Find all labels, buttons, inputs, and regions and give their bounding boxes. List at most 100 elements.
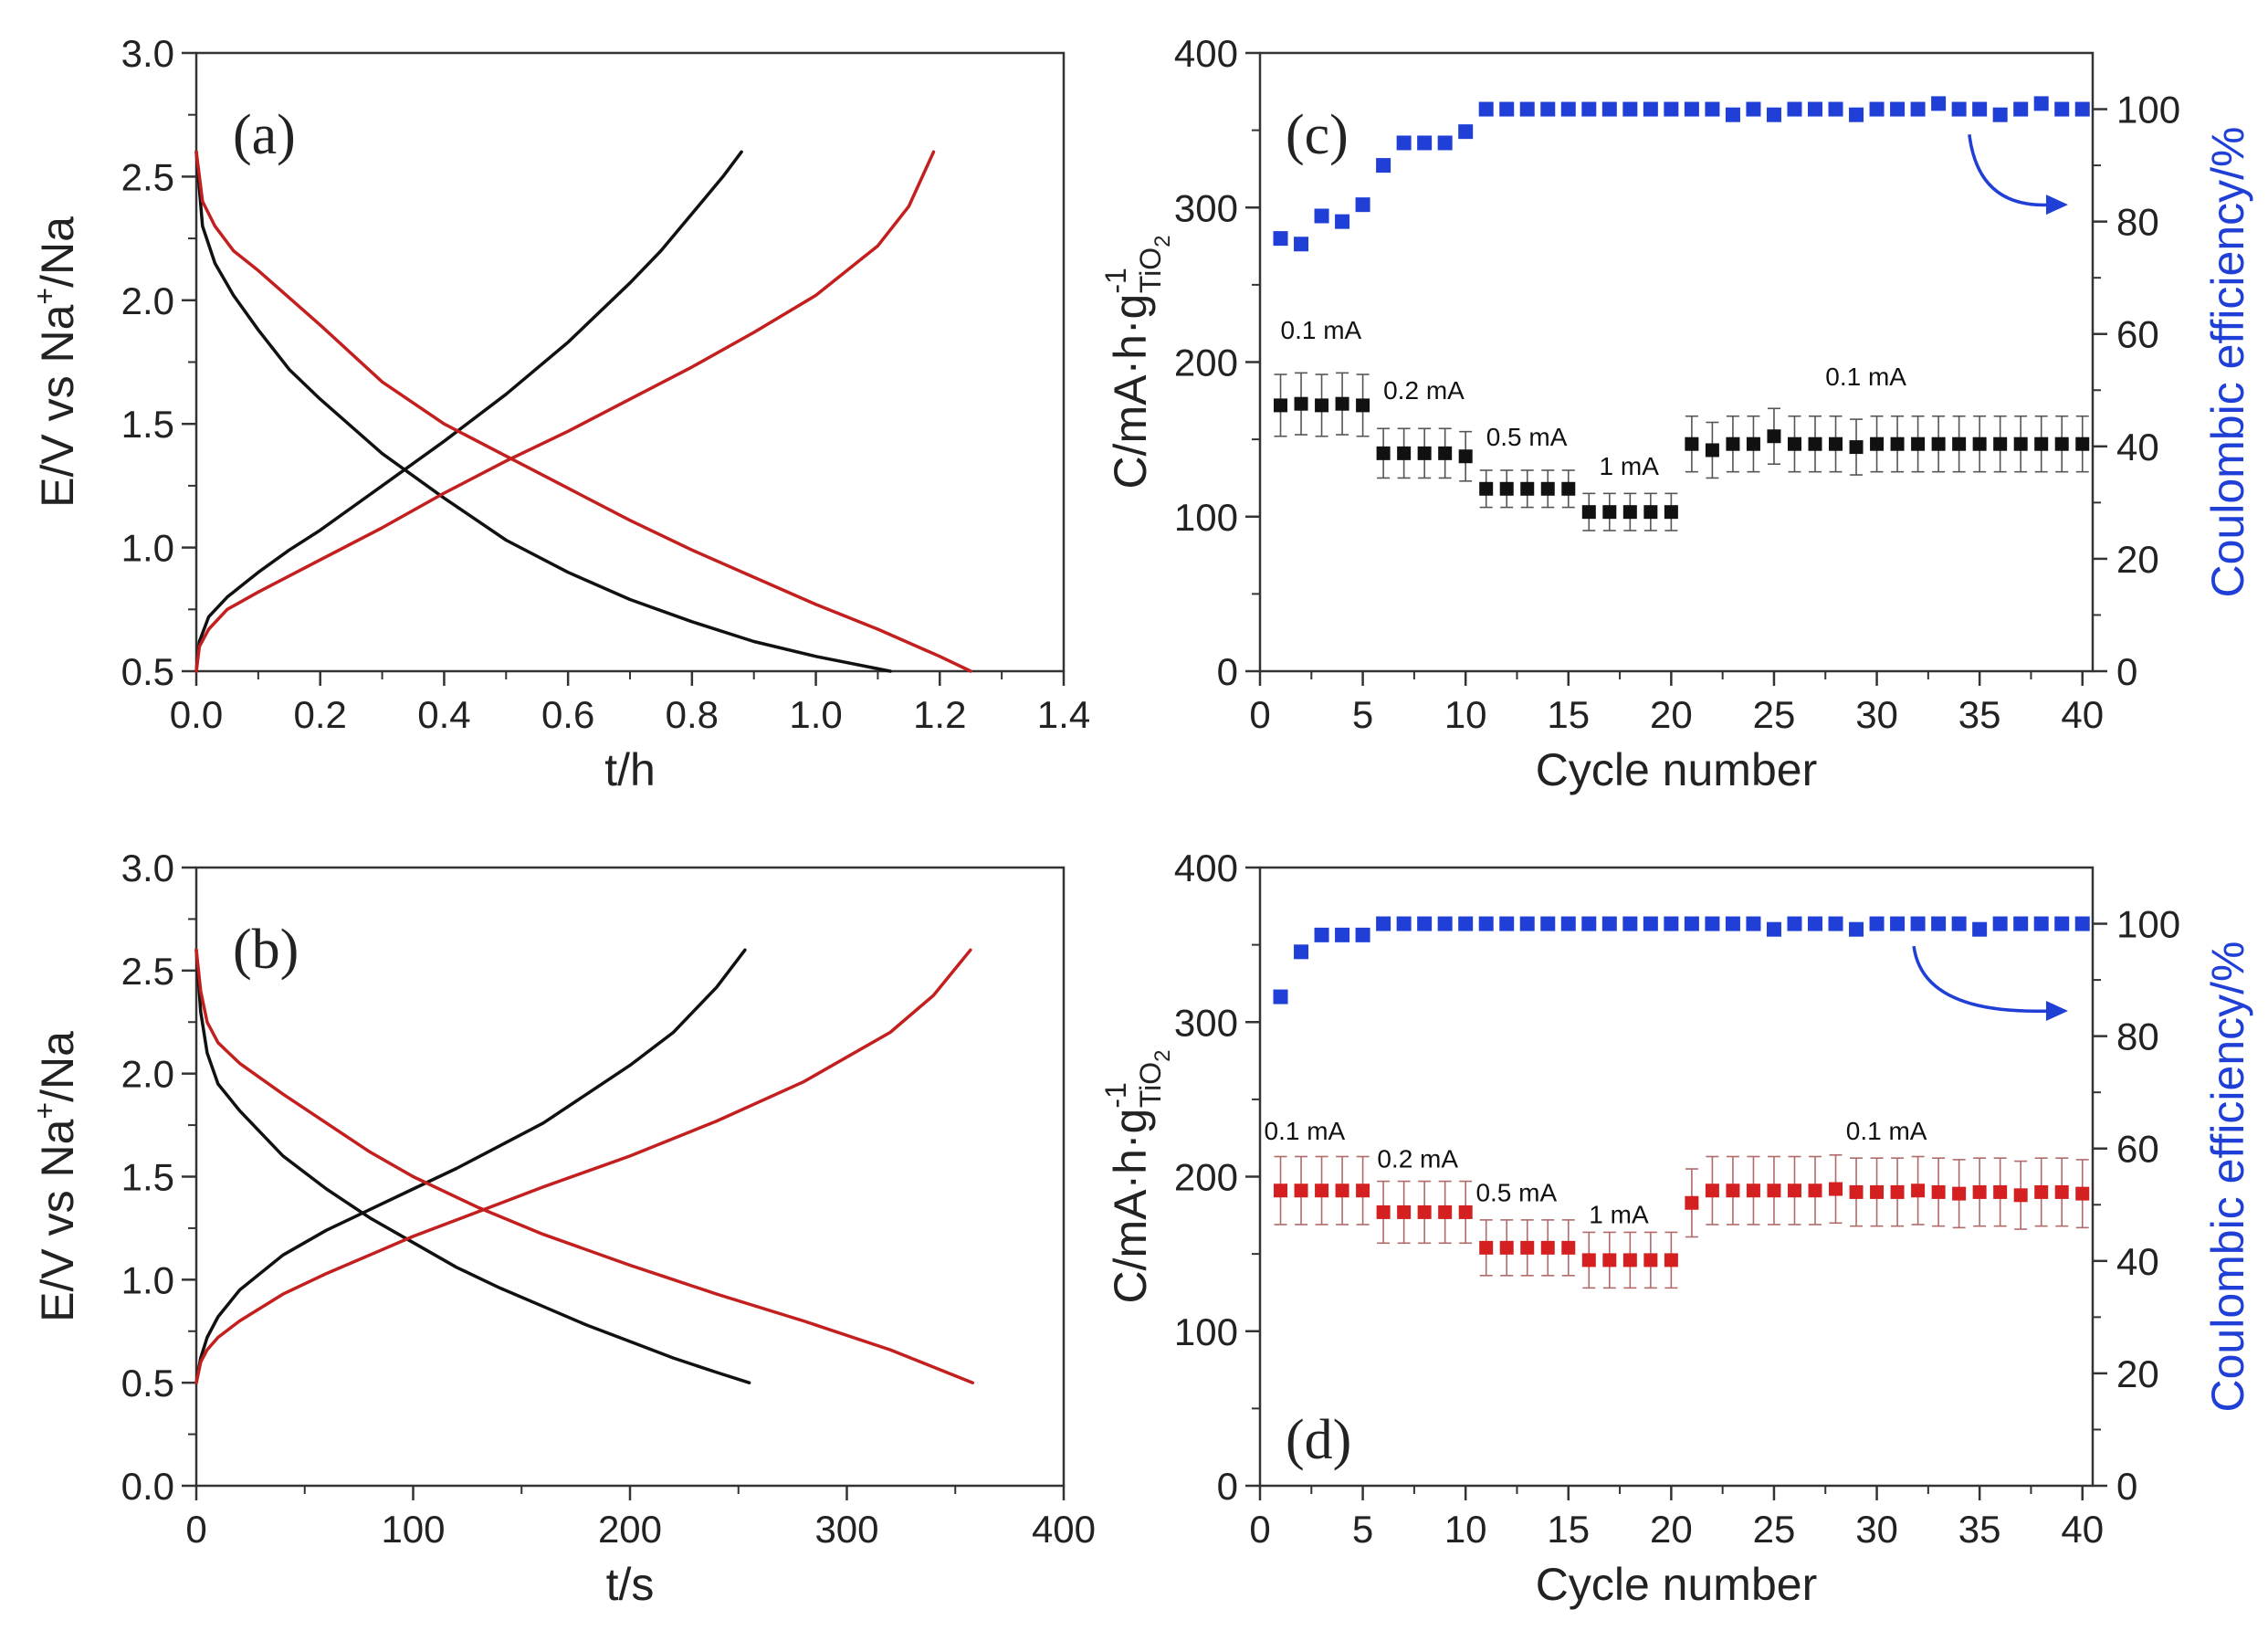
efficiency-point xyxy=(1376,158,1391,174)
efficiency-point xyxy=(1478,101,1494,117)
y2-axis-label: Coulombic efficiency/% xyxy=(2202,941,2253,1413)
y2-tick-label: 60 xyxy=(2116,313,2159,356)
capacity-point xyxy=(1746,437,1760,451)
efficiency-point xyxy=(1849,107,1864,122)
rate-annotation: 0.2 mA xyxy=(1377,1144,1458,1173)
panel-a-chart: 0.0 0.2 0.4 0.6 0.8 1.0 1.2 1.4 0.5 1.0 1.5 2.0 2.5 3… xyxy=(28,32,1090,795)
capacity-point xyxy=(1685,437,1699,451)
plot-frame xyxy=(1258,866,2095,1488)
rate-annotation: 0.1 mA xyxy=(1825,363,1906,391)
efficiency-point xyxy=(1601,101,1617,117)
capacity-point xyxy=(1417,446,1432,460)
capacity-point xyxy=(1622,1253,1637,1268)
efficiency-point xyxy=(1417,135,1433,151)
efficiency-point xyxy=(1992,107,2008,122)
y-tick-label: 100 xyxy=(1174,496,1238,539)
series-line xyxy=(194,948,972,1384)
capacity-point xyxy=(1294,1183,1308,1198)
capacity-point xyxy=(2054,1184,2069,1199)
y2-tick-label: 40 xyxy=(2116,426,2159,468)
capacity-point xyxy=(1705,1183,1719,1198)
efficiency-point xyxy=(1951,916,1967,931)
capacity-point xyxy=(1315,398,1329,413)
capacity-point xyxy=(1890,437,1905,451)
efficiency-point xyxy=(2013,916,2029,931)
efficiency-point xyxy=(1664,101,1679,117)
efficiency-point xyxy=(1560,916,1576,931)
y-axis-label-main: C/mA·h·g xyxy=(1105,1109,1156,1304)
capacity-point xyxy=(1602,1253,1617,1268)
x-tick-label: 10 xyxy=(1444,1508,1487,1551)
y-axis-label-sub2: 2 xyxy=(1150,235,1175,247)
capacity-point xyxy=(2075,1186,2090,1201)
capacity-point xyxy=(1685,1195,1699,1210)
efficiency-point xyxy=(1540,101,1556,117)
x-tick-label: 1.2 xyxy=(913,693,966,736)
efficiency-point xyxy=(1335,214,1350,229)
panel-label: (d) xyxy=(1286,1409,1351,1471)
y2-tick-label: 0 xyxy=(2116,1465,2137,1508)
efficiency-point xyxy=(2054,916,2070,931)
efficiency-point xyxy=(1972,921,1988,937)
x-axis-label: t/h xyxy=(604,744,656,795)
efficiency-point xyxy=(1335,927,1350,942)
y-tick-label: 300 xyxy=(1174,186,1238,229)
x-tick-label: 0.0 xyxy=(170,693,223,736)
capacity-point xyxy=(1622,505,1637,520)
efficiency-point xyxy=(1828,916,1843,931)
y-axis-label-sub2: 2 xyxy=(1150,1049,1175,1061)
capacity-point xyxy=(1664,1253,1678,1268)
x-tick-label: 25 xyxy=(1753,693,1796,736)
x-tick-label: 400 xyxy=(1032,1508,1096,1551)
plot-frame xyxy=(1258,51,2095,673)
efficiency-point xyxy=(2013,101,2029,117)
efficiency-point xyxy=(1622,101,1638,117)
efficiency-point xyxy=(1458,916,1474,931)
capacity-point xyxy=(1356,398,1370,413)
plot-frame xyxy=(194,51,1066,673)
x-tick-label: 0 xyxy=(185,1508,206,1551)
efficiency-point xyxy=(1766,107,1781,122)
y-axis-label-main: C/mA·h·g xyxy=(1105,294,1156,489)
rate-annotation: 0.1 mA xyxy=(1265,1117,1346,1145)
rate-annotation: 1 mA xyxy=(1600,452,1660,480)
capacity-point xyxy=(2034,437,2049,451)
x-tick-label: 20 xyxy=(1650,1508,1693,1551)
x-tick-label: 10 xyxy=(1444,693,1487,736)
capacity-point xyxy=(1561,1240,1576,1255)
x-tick-label: 0.4 xyxy=(417,693,470,736)
capacity-point xyxy=(1829,437,1843,451)
x-tick-label: 30 xyxy=(1855,1508,1898,1551)
efficiency-point xyxy=(1499,916,1515,931)
y-axis-label-sub: TiO xyxy=(1134,247,1167,293)
series-line xyxy=(194,150,972,673)
efficiency-point xyxy=(1499,101,1515,117)
efficiency-point xyxy=(1890,101,1906,117)
y-axis-label-sub: TiO xyxy=(1134,1062,1167,1108)
capacity-point xyxy=(1993,1184,2008,1199)
x-tick-label: 15 xyxy=(1547,693,1590,736)
efficiency-point xyxy=(1376,916,1391,931)
x-axis-label: t/s xyxy=(606,1559,655,1610)
efficiency-point xyxy=(1869,101,1885,117)
efficiency-point xyxy=(1417,916,1433,931)
efficiency-point xyxy=(1643,101,1658,117)
x-tick-label: 5 xyxy=(1352,693,1373,736)
capacity-point xyxy=(1870,1184,1885,1199)
axis-arrowhead xyxy=(2045,1000,2068,1021)
capacity-point xyxy=(1911,1183,1926,1198)
y-tick-label: 0 xyxy=(1217,650,1238,693)
panel-b-chart: 0 100 200 300 400 0.0 0.5 1.0 1.5 2.0 2.5 3.0 (b) t/s… xyxy=(28,847,1096,1610)
capacity-point xyxy=(1335,1183,1349,1198)
efficiency-point xyxy=(1910,916,1926,931)
capacity-point xyxy=(1808,437,1822,451)
x-tick-label: 25 xyxy=(1753,1508,1796,1551)
x-tick-label: 15 xyxy=(1547,1508,1590,1551)
x-tick-label: 0 xyxy=(1249,1508,1270,1551)
capacity-point xyxy=(1499,481,1514,496)
capacity-point xyxy=(1458,449,1473,464)
efficiency-point xyxy=(1705,101,1720,117)
capacity-point xyxy=(1479,1240,1494,1255)
y2-axis-label: Coulombic efficiency/% xyxy=(2202,127,2253,598)
